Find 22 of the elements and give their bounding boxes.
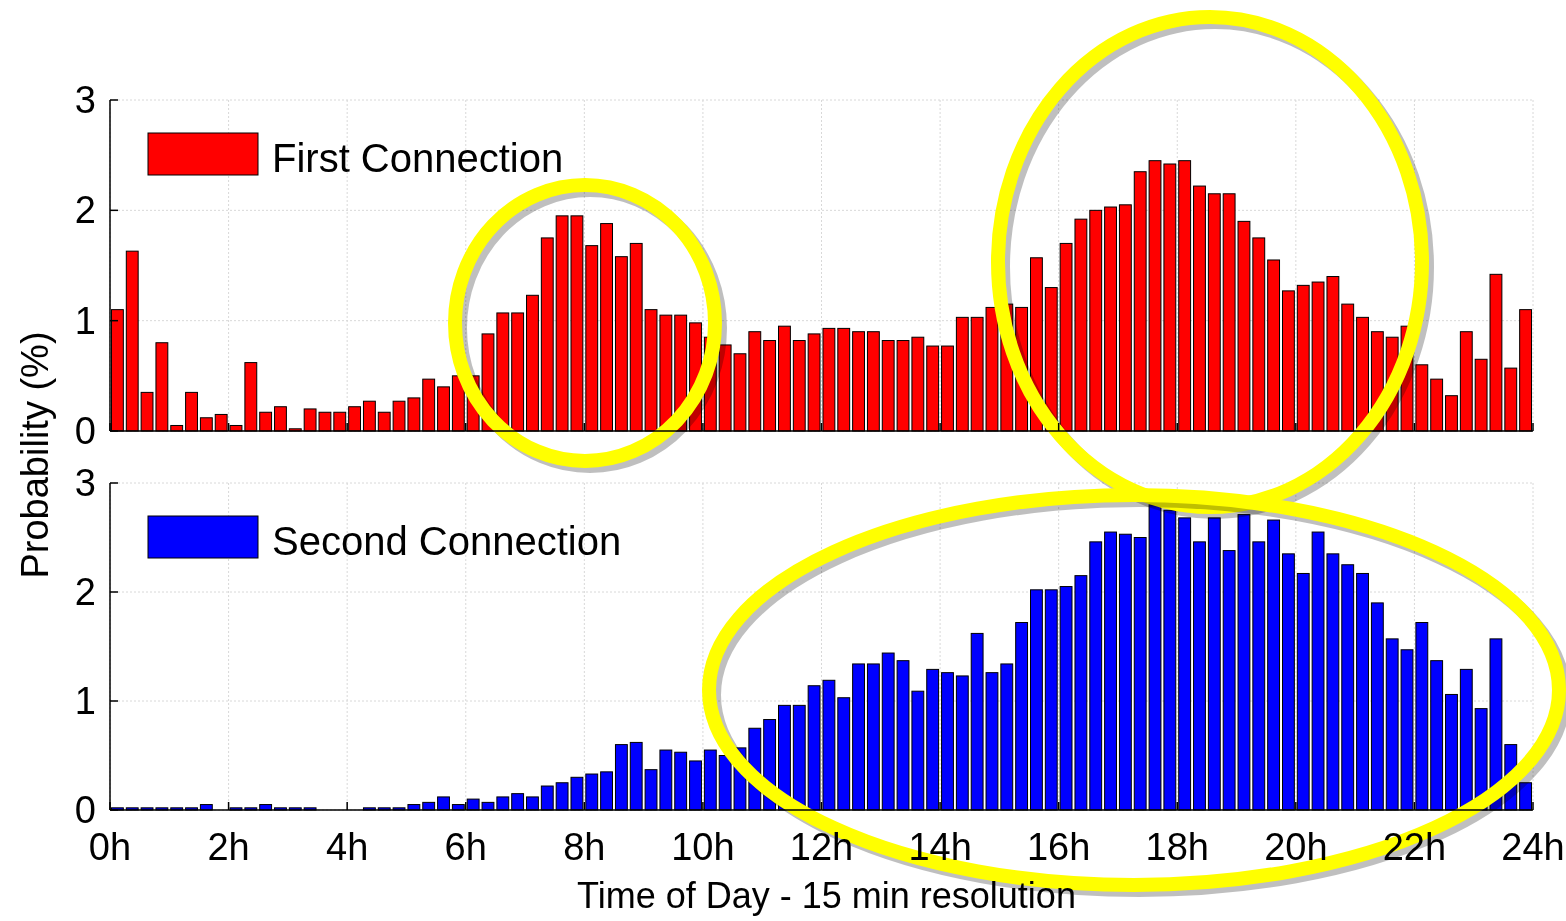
y-tick-label: 1 bbox=[74, 299, 96, 342]
y-axis-title: Probability (%) bbox=[14, 331, 56, 579]
x-tick-label: 12h bbox=[789, 826, 854, 868]
y-tick-label: 1 bbox=[74, 680, 96, 722]
x-tick-label: 8h bbox=[563, 826, 606, 868]
x-tick-label: 14h bbox=[908, 826, 972, 868]
y-tick-label: 0 bbox=[74, 410, 96, 452]
y-tick-label: 3 bbox=[74, 462, 96, 504]
x-tick-label: 20h bbox=[1264, 826, 1328, 868]
x-tick-label: 18h bbox=[1145, 826, 1209, 868]
x-tick-label: 6h bbox=[444, 826, 487, 868]
y-tick-label: 2 bbox=[74, 189, 96, 232]
x-tick-label: 16h bbox=[1026, 826, 1091, 868]
x-tick-label: 4h bbox=[326, 826, 369, 868]
x-tick-label: 10h bbox=[671, 826, 735, 868]
legend-label: Second Connection bbox=[272, 519, 622, 563]
x-tick-label: 2h bbox=[207, 826, 250, 868]
x-axis-title: Time of Day - 15 min resolution bbox=[577, 875, 1076, 916]
y-tick-label: 2 bbox=[74, 571, 96, 613]
x-tick-label: 24h bbox=[1501, 826, 1565, 868]
y-tick-label: 3 bbox=[74, 79, 96, 121]
legend-label: First Connection bbox=[272, 136, 564, 180]
